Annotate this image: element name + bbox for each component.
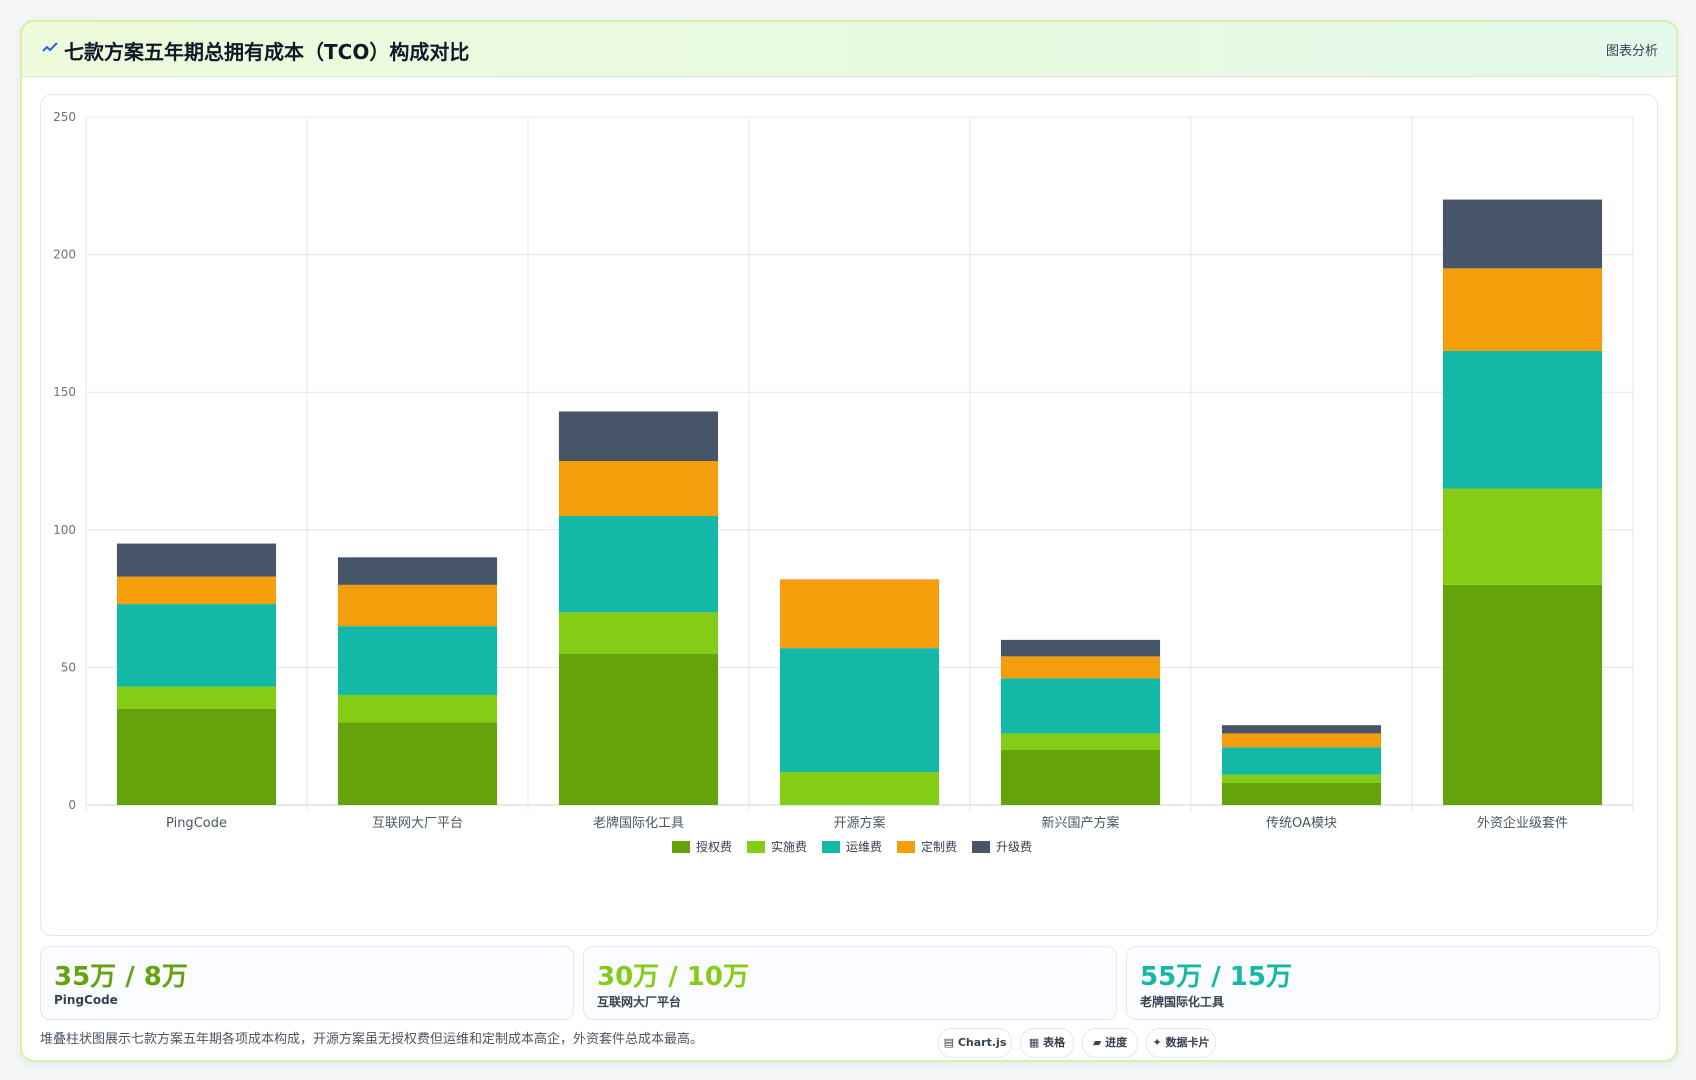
bar-segment <box>558 411 719 461</box>
bar-segment <box>558 516 719 613</box>
legend-swatch <box>897 841 915 853</box>
bar-segment <box>1000 656 1161 679</box>
page-title: 七款方案五年期总拥有成本（TCO）构成对比 <box>64 40 470 64</box>
stacked-bar-chart: 0 50 100 150 200 250 PingCode 互联网大厂平台 老牌国际化工具 开源方… <box>53 110 1634 854</box>
bar-segment <box>558 653 719 805</box>
legend-label: 升级费 <box>996 840 1032 854</box>
x-tick-label: 互联网大厂平台 <box>372 816 463 831</box>
bar-segment <box>337 557 498 585</box>
chart-card: 七款方案五年期总拥有成本（TCO）构成对比 图表分析 0 50 100 150 200 2… <box>20 20 1678 1062</box>
bar-segment <box>1221 747 1382 775</box>
y-tick-label: 50 <box>61 660 76 674</box>
y-tick-label: 200 <box>53 248 76 262</box>
stat-value: 30万 / 10万 <box>597 962 749 992</box>
bar-segment <box>1221 782 1382 805</box>
tag-label: 数据卡片 <box>1165 1036 1210 1049</box>
bar-segment <box>1000 639 1161 657</box>
y-tick-label: 100 <box>53 523 76 537</box>
tag-data-card[interactable]: ✦ 数据卡片 <box>1146 1028 1216 1058</box>
stat-label: 互联网大厂平台 <box>597 995 682 1009</box>
chart-description: 堆叠柱状图展示七款方案五年期各项成本构成，开源方案虽无授权费但运维和定制成本高企… <box>40 1032 704 1047</box>
sparkle-icon: ✦ <box>1152 1036 1166 1049</box>
bar-segment <box>1221 733 1382 748</box>
card-header: 七款方案五年期总拥有成本（TCO）构成对比 图表分析 <box>22 22 1676 77</box>
bar-segment <box>779 579 940 649</box>
bar-segment <box>1000 678 1161 734</box>
stat-cards: 35万 / 8万 PingCode 30万 / 10万 互联网大厂平台 55万 … <box>40 946 1660 1020</box>
progress-icon: ▰ <box>1092 1036 1106 1049</box>
bar-segment <box>1442 268 1603 351</box>
bar-segment <box>337 722 498 805</box>
x-tick-label: 老牌国际化工具 <box>593 815 684 831</box>
y-tick-label: 150 <box>53 385 76 399</box>
tag-label: 进度 <box>1105 1036 1128 1049</box>
bar-segment <box>116 576 277 605</box>
x-tick-label: 传统OA模块 <box>1266 816 1337 831</box>
legend-label: 实施费 <box>771 839 807 854</box>
table-icon: ▦ <box>1028 1036 1044 1049</box>
bar-segment <box>1442 488 1603 585</box>
stat-label: PingCode <box>54 993 118 1007</box>
tag-label: 表格 <box>1043 1036 1066 1049</box>
bar-segment <box>1000 749 1161 805</box>
bar-segment <box>337 626 498 695</box>
tag-table[interactable]: ▦ 表格 <box>1020 1028 1074 1058</box>
stat-value: 35万 / 8万 <box>54 962 188 992</box>
chart-line-icon <box>42 42 58 52</box>
bar-segment <box>1442 199 1603 269</box>
x-tick-label: 新兴国产方案 <box>1041 815 1119 831</box>
y-tick-label: 250 <box>53 110 76 124</box>
legend-swatch <box>822 841 840 853</box>
legend-label: 运维费 <box>846 840 882 854</box>
bar-segment <box>558 461 719 517</box>
legend-swatch <box>747 841 765 853</box>
bar-segment <box>337 584 498 627</box>
bar-segment <box>779 648 940 772</box>
bar-segment <box>1221 725 1382 734</box>
chart-container: 0 50 100 150 200 250 PingCode 互联网大厂平台 老牌国际化工具 开源方… <box>40 94 1658 936</box>
stat-value: 55万 / 15万 <box>1140 962 1292 992</box>
x-tick-label: 开源方案 <box>833 815 885 831</box>
legend-label: 授权费 <box>696 839 732 854</box>
x-tick-label: PingCode <box>166 816 227 831</box>
stat-card: 30万 / 10万 互联网大厂平台 <box>583 946 1117 1020</box>
bar-segment <box>1221 774 1382 783</box>
bar-segment <box>116 686 277 709</box>
stat-card: 55万 / 15万 老牌国际化工具 <box>1126 946 1660 1020</box>
bar-segment <box>1442 584 1603 805</box>
bar-segment <box>116 604 277 687</box>
chart-icon: ▤ <box>943 1036 958 1049</box>
bar-segment <box>558 612 719 654</box>
tag-chartjs[interactable]: ▤ Chart.js <box>938 1028 1012 1058</box>
y-tick-label: 0 <box>68 798 76 812</box>
stat-label: 老牌国际化工具 <box>1140 995 1225 1009</box>
bar-segment <box>1000 733 1161 750</box>
tag-progress[interactable]: ▰ 进度 <box>1082 1028 1138 1058</box>
stat-card: 35万 / 8万 PingCode <box>40 946 574 1020</box>
legend-swatch <box>972 841 990 853</box>
bar-segment <box>337 694 498 723</box>
bar-segment <box>779 771 940 805</box>
chart-analysis-link[interactable]: 图表分析 <box>1605 44 1658 59</box>
legend-label: 定制费 <box>921 839 957 854</box>
x-tick-label: 外资企业级套件 <box>1477 815 1568 831</box>
bar-segment <box>1442 350 1603 489</box>
bar-segment <box>116 543 277 577</box>
legend-swatch <box>672 841 690 853</box>
tag-label: Chart.js <box>957 1036 1007 1049</box>
bar-segment <box>116 708 277 805</box>
